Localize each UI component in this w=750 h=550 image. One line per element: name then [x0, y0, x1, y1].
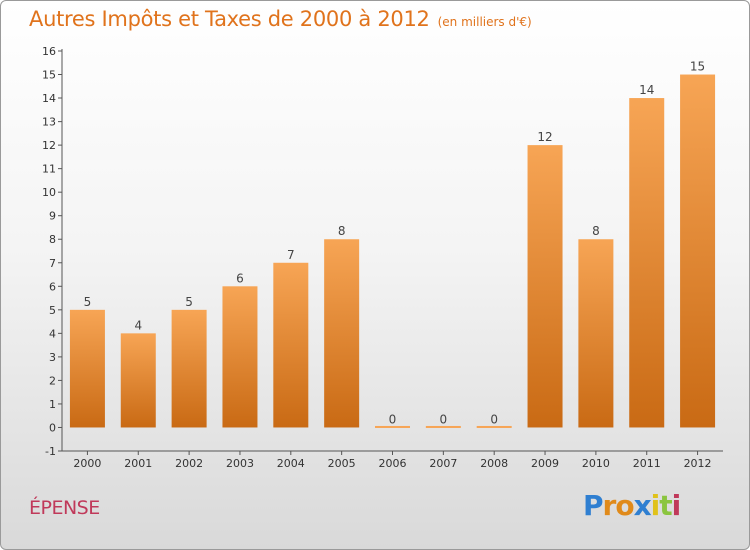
commune-name: ÉPENSE: [29, 497, 100, 519]
proxiti-logo: Proxiti: [583, 489, 682, 522]
x-tick-label-2000: 2000: [73, 457, 101, 470]
bar-2008: [476, 425, 512, 428]
y-tick-label-15: 15: [42, 69, 56, 82]
data-label-2004: 7: [287, 248, 295, 262]
logo-letter: x: [633, 489, 652, 522]
x-tick-label-2007: 2007: [429, 457, 457, 470]
x-tick-label-2010: 2010: [582, 457, 610, 470]
data-label-2008: 0: [490, 412, 498, 426]
data-label-2006: 0: [389, 412, 397, 426]
x-tick-label-2011: 2011: [633, 457, 661, 470]
x-tick-label-2001: 2001: [124, 457, 152, 470]
y-tick-label-2: 2: [49, 374, 56, 387]
x-tick-label-2008: 2008: [480, 457, 508, 470]
chart-title: Autres Impôts et Taxes de 2000 à 2012: [29, 7, 430, 31]
bar-2005: [324, 239, 360, 428]
y-tick-label-5: 5: [49, 304, 56, 317]
bar-2002: [171, 309, 207, 428]
y-tick-label-10: 10: [42, 186, 56, 199]
bar-2001: [120, 333, 156, 428]
data-label-2007: 0: [440, 412, 448, 426]
y-tick-label-11: 11: [42, 163, 56, 176]
logo-letter: i: [671, 489, 682, 522]
data-label-2001: 4: [134, 318, 142, 332]
data-label-2012: 15: [690, 60, 705, 74]
bar-2006: [375, 425, 410, 428]
bar-2009: [527, 145, 563, 428]
bar-2007: [425, 425, 461, 428]
bar-2003: [222, 286, 258, 428]
data-label-2003: 6: [236, 271, 244, 285]
data-label-2011: 14: [639, 83, 654, 97]
logo-letter: o: [615, 489, 634, 522]
y-tick-label-0: 0: [49, 421, 56, 434]
bar-2011: [629, 98, 665, 428]
bar-2012: [680, 74, 716, 428]
y-tick-label-6: 6: [49, 280, 56, 293]
y-tick-label-12: 12: [42, 139, 56, 152]
x-tick-label-2006: 2006: [379, 457, 407, 470]
bar-2004: [273, 262, 309, 428]
title-block: Autres Impôts et Taxes de 2000 à 2012 (en…: [29, 7, 532, 31]
x-tick-label-2012: 2012: [684, 457, 712, 470]
data-label-2002: 5: [185, 295, 193, 309]
y-tick-label-16: 16: [42, 45, 56, 58]
y-tick-label--1: -1: [45, 445, 56, 458]
x-tick-label-2002: 2002: [175, 457, 203, 470]
logo-letter: t: [659, 489, 672, 522]
y-tick-label-7: 7: [49, 257, 56, 270]
bar-2010: [578, 239, 614, 428]
y-tick-label-1: 1: [49, 398, 56, 411]
logo-letter: r: [602, 489, 617, 522]
data-label-2010: 8: [592, 224, 600, 238]
data-label-2005: 8: [338, 224, 346, 238]
logo-letter: i: [650, 489, 661, 522]
chart-subtitle: (en milliers d'€): [437, 15, 532, 29]
y-tick-label-4: 4: [49, 327, 56, 340]
y-tick-label-13: 13: [42, 116, 56, 129]
x-tick-label-2004: 2004: [277, 457, 305, 470]
y-tick-label-9: 9: [49, 210, 56, 223]
y-tick-label-3: 3: [49, 351, 56, 364]
data-label-2009: 12: [537, 130, 552, 144]
x-tick-label-2005: 2005: [328, 457, 356, 470]
data-label-2000: 5: [84, 295, 92, 309]
logo-letter: P: [583, 489, 604, 522]
y-tick-label-14: 14: [42, 92, 56, 105]
bar-2000: [69, 309, 105, 428]
y-tick-label-8: 8: [49, 233, 56, 246]
x-tick-label-2003: 2003: [226, 457, 254, 470]
x-tick-label-2009: 2009: [531, 457, 559, 470]
